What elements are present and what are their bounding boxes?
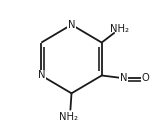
Text: NH₂: NH₂ [59,112,78,122]
Text: NH₂: NH₂ [110,24,129,34]
Text: N: N [38,70,45,80]
Text: N: N [120,73,127,83]
Text: O: O [142,73,150,83]
Text: N: N [68,20,75,30]
